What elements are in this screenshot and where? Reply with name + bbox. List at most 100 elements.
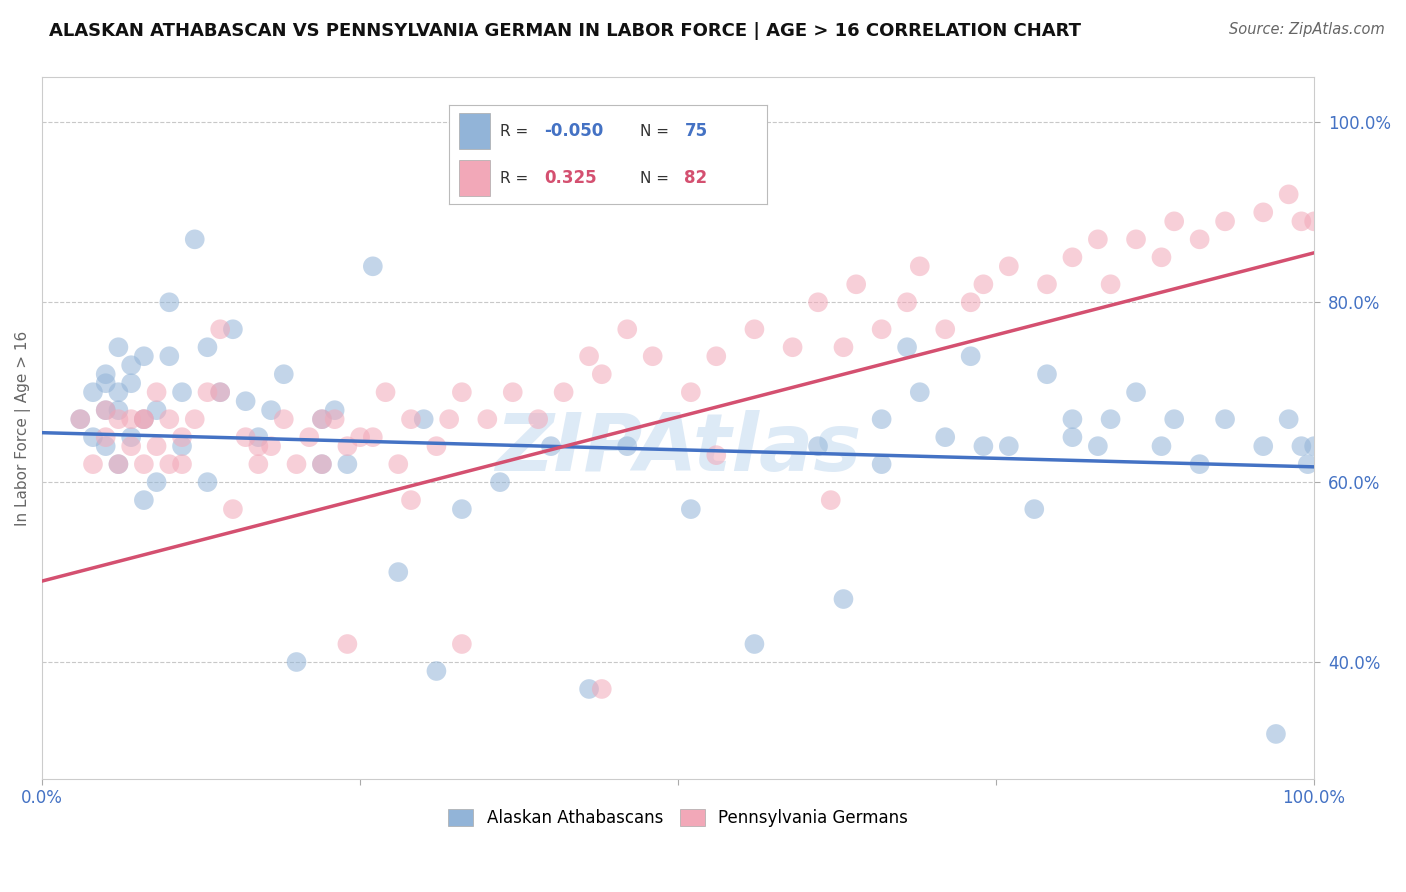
Point (679, 385, 702, 400)
Point (311, 412, 333, 426)
Point (1036, 368, 1059, 382)
Point (132, 457, 155, 471)
Point (1150, 250, 1173, 264)
Point (679, 502, 702, 516)
Point (120, 439, 142, 453)
Point (998, 260, 1021, 274)
Point (120, 358, 142, 372)
Point (1278, 187, 1301, 202)
Point (399, 493, 422, 508)
Point (870, 457, 893, 471)
Point (1251, 205, 1274, 219)
Point (273, 368, 295, 382)
Point (744, 322, 766, 336)
Point (311, 412, 333, 426)
Point (94, 368, 117, 382)
Point (540, 439, 562, 453)
Y-axis label: In Labor Force | Age > 16: In Labor Force | Age > 16 (15, 331, 31, 525)
Point (832, 592, 855, 607)
Point (336, 637, 359, 651)
Point (107, 412, 129, 426)
Point (1251, 439, 1274, 453)
Point (782, 340, 804, 354)
Point (591, 368, 613, 382)
Point (807, 439, 830, 453)
Point (1150, 439, 1173, 453)
Point (451, 502, 474, 516)
Point (273, 412, 295, 426)
Point (209, 385, 232, 400)
Point (69, 412, 91, 426)
Point (896, 340, 918, 354)
Point (1291, 214, 1313, 228)
Point (94, 403, 117, 417)
Point (437, 412, 460, 426)
Point (132, 412, 155, 426)
Point (1163, 214, 1185, 228)
Point (285, 655, 308, 669)
Point (477, 412, 499, 426)
Point (247, 430, 270, 444)
Point (311, 457, 333, 471)
Point (870, 322, 893, 336)
Point (1303, 214, 1326, 228)
Point (1125, 385, 1147, 400)
Point (1188, 232, 1211, 246)
Point (425, 439, 447, 453)
Point (107, 457, 129, 471)
Point (145, 475, 167, 490)
Point (1296, 457, 1319, 471)
Point (323, 403, 346, 417)
Point (247, 439, 270, 453)
Point (120, 376, 142, 391)
Point (120, 430, 142, 444)
Point (578, 349, 600, 363)
Point (616, 322, 638, 336)
Point (1087, 232, 1109, 246)
Point (845, 277, 868, 292)
Point (820, 493, 842, 508)
Point (387, 565, 409, 579)
Point (1125, 232, 1147, 246)
Point (94, 439, 117, 453)
Point (972, 277, 994, 292)
Point (184, 412, 207, 426)
Point (1213, 214, 1236, 228)
Point (744, 637, 766, 651)
Point (908, 385, 931, 400)
Point (870, 412, 893, 426)
Point (502, 385, 524, 400)
Point (247, 457, 270, 471)
Text: Source: ZipAtlas.com: Source: ZipAtlas.com (1229, 22, 1385, 37)
Point (412, 412, 434, 426)
Point (374, 385, 396, 400)
Point (1062, 430, 1084, 444)
Point (336, 457, 359, 471)
Point (336, 439, 359, 453)
Point (1062, 250, 1084, 264)
Point (170, 430, 193, 444)
Point (616, 439, 638, 453)
Point (323, 412, 346, 426)
Point (425, 664, 447, 678)
Point (235, 394, 257, 409)
Point (94, 430, 117, 444)
Point (222, 322, 245, 336)
Point (553, 385, 575, 400)
Point (451, 637, 474, 651)
Point (170, 439, 193, 453)
Point (132, 349, 155, 363)
Point (704, 349, 727, 363)
Point (934, 322, 956, 336)
Point (1036, 277, 1059, 292)
Point (285, 457, 308, 471)
Point (235, 430, 257, 444)
Point (1062, 412, 1084, 426)
Point (1291, 439, 1313, 453)
Text: ALASKAN ATHABASCAN VS PENNSYLVANIA GERMAN IN LABOR FORCE | AGE > 16 CORRELATION : ALASKAN ATHABASCAN VS PENNSYLVANIA GERMA… (49, 22, 1081, 40)
Point (1099, 412, 1122, 426)
Point (197, 385, 219, 400)
Point (209, 322, 232, 336)
Point (578, 681, 600, 696)
Point (361, 260, 384, 274)
